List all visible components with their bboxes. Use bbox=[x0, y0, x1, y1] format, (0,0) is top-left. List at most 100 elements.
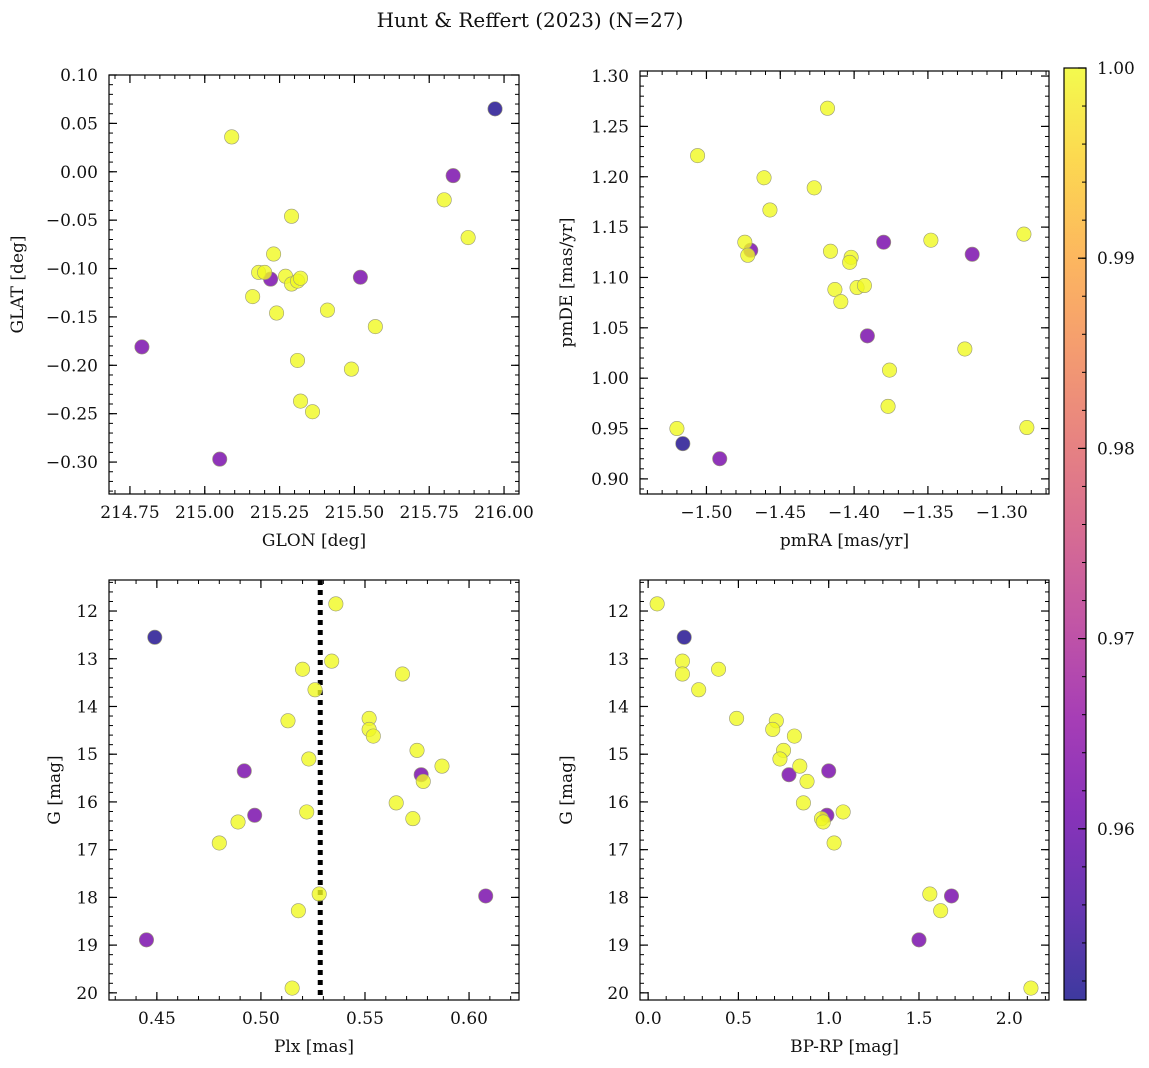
data-point bbox=[856, 278, 872, 294]
data-point bbox=[786, 728, 802, 744]
y-tick-label: 0.00 bbox=[60, 163, 98, 183]
x-tick-label: −1.50 bbox=[680, 503, 732, 523]
y-axis-label: G [mag] bbox=[557, 755, 577, 824]
data-point bbox=[445, 168, 461, 184]
x-tick-label: −1.40 bbox=[828, 503, 880, 523]
x-tick-label: 1.0 bbox=[815, 1009, 842, 1029]
x-tick-label: 0.55 bbox=[346, 1009, 384, 1029]
data-point bbox=[305, 404, 321, 420]
y-tick-label: 14 bbox=[76, 697, 98, 717]
data-point bbox=[676, 629, 692, 645]
y-tick-label: 1.15 bbox=[591, 218, 629, 238]
data-point bbox=[409, 742, 425, 758]
y-tick-label: 18 bbox=[607, 888, 629, 908]
y-tick-label: 16 bbox=[607, 793, 629, 813]
colorbar-tick-label: 1.00 bbox=[1097, 59, 1135, 79]
data-point bbox=[792, 758, 808, 774]
y-tick-label: 15 bbox=[607, 745, 629, 765]
minor-ticks bbox=[640, 71, 1049, 494]
minor-ticks bbox=[109, 580, 519, 1000]
x-tick-label: −1.35 bbox=[902, 503, 954, 523]
y-tick-label: −0.25 bbox=[46, 405, 98, 425]
figure-title: Hunt & Reffert (2023) (N=27) bbox=[377, 8, 684, 32]
data-point bbox=[415, 773, 431, 789]
y-tick-label: 12 bbox=[607, 602, 629, 622]
y-tick-label: 15 bbox=[76, 745, 98, 765]
data-point bbox=[1023, 980, 1039, 996]
data-point bbox=[247, 807, 263, 823]
y-tick-label: 19 bbox=[76, 936, 98, 956]
x-tick-label: −1.45 bbox=[754, 503, 806, 523]
data-point bbox=[147, 629, 163, 645]
y-tick-label: 0.10 bbox=[60, 66, 98, 86]
y-tick-label: 18 bbox=[76, 888, 98, 908]
x-tick-label: 215.25 bbox=[250, 503, 309, 523]
data-point bbox=[293, 270, 309, 286]
colorbar-gradient bbox=[1064, 68, 1086, 1000]
colorbar-tick-label: 0.98 bbox=[1097, 439, 1135, 459]
x-axis-label: Plx [mas] bbox=[274, 1037, 354, 1057]
data-point bbox=[923, 232, 939, 248]
y-tick-label: −0.15 bbox=[46, 308, 98, 328]
x-tick-label: 215.00 bbox=[175, 503, 234, 523]
x-tick-label: 0.50 bbox=[242, 1009, 280, 1029]
colorbar: 1.00 0.99 0.98 0.97 0.96 bbox=[1063, 59, 1135, 1001]
data-point bbox=[674, 653, 690, 669]
data-point bbox=[328, 596, 344, 612]
data-point bbox=[307, 682, 323, 698]
y-tick-label: 0.95 bbox=[591, 420, 629, 440]
data-point bbox=[295, 661, 311, 677]
data-point bbox=[212, 451, 228, 467]
data-point bbox=[833, 294, 849, 310]
colorbar-tick-label: 0.99 bbox=[1097, 249, 1135, 269]
y-tick-label: 1.10 bbox=[591, 268, 629, 288]
data-point bbox=[365, 728, 381, 744]
data-point bbox=[290, 352, 306, 368]
y-axis-label: pmDE [mas/yr] bbox=[557, 217, 577, 347]
data-point bbox=[352, 269, 368, 285]
data-point bbox=[762, 202, 778, 218]
data-point bbox=[795, 795, 811, 811]
x-tick-label: 216.00 bbox=[474, 503, 533, 523]
x-tick-label: 214.75 bbox=[100, 503, 159, 523]
data-point bbox=[835, 804, 851, 820]
data-point bbox=[236, 763, 252, 779]
y-tick-label: 0.90 bbox=[591, 470, 629, 490]
data-point bbox=[772, 751, 788, 767]
axes-frame bbox=[639, 70, 1050, 495]
data-point bbox=[943, 888, 959, 904]
data-point bbox=[922, 886, 938, 902]
data-point bbox=[138, 932, 154, 948]
data-point bbox=[781, 767, 797, 783]
y-tick-label: 1.00 bbox=[591, 369, 629, 389]
data-point bbox=[487, 101, 503, 117]
data-point bbox=[301, 751, 317, 767]
data-point bbox=[284, 980, 300, 996]
colorbar-frame bbox=[1063, 67, 1087, 1001]
data-point bbox=[280, 713, 296, 729]
data-point bbox=[367, 319, 383, 335]
x-tick-label: 2.0 bbox=[996, 1009, 1023, 1029]
data-point bbox=[319, 302, 335, 318]
data-point bbox=[299, 804, 315, 820]
data-point bbox=[478, 888, 494, 904]
x-tick-label: 215.50 bbox=[325, 503, 384, 523]
colorbar-tick-label: 0.97 bbox=[1097, 630, 1135, 650]
data-point bbox=[806, 180, 822, 196]
x-tick-label: 0.45 bbox=[138, 1009, 176, 1029]
data-point bbox=[245, 289, 261, 305]
data-point bbox=[882, 362, 898, 378]
data-point bbox=[821, 763, 837, 779]
data-point bbox=[436, 192, 452, 208]
x-tick-label: 0.0 bbox=[635, 1009, 662, 1029]
data-point bbox=[343, 361, 359, 377]
y-tick-label: 20 bbox=[76, 984, 98, 1004]
data-point bbox=[290, 903, 306, 919]
colorbar-tick-label: 0.96 bbox=[1097, 820, 1135, 840]
data-point bbox=[257, 264, 273, 280]
y-axis-label: GLAT [deg] bbox=[8, 235, 28, 333]
data-point bbox=[394, 666, 410, 682]
panel-plx: 0.45 0.50 0.55 0.60 12 13 14 15 16 17 18 19 20 Plx [m… bbox=[45, 579, 520, 1057]
data-point bbox=[211, 835, 227, 851]
